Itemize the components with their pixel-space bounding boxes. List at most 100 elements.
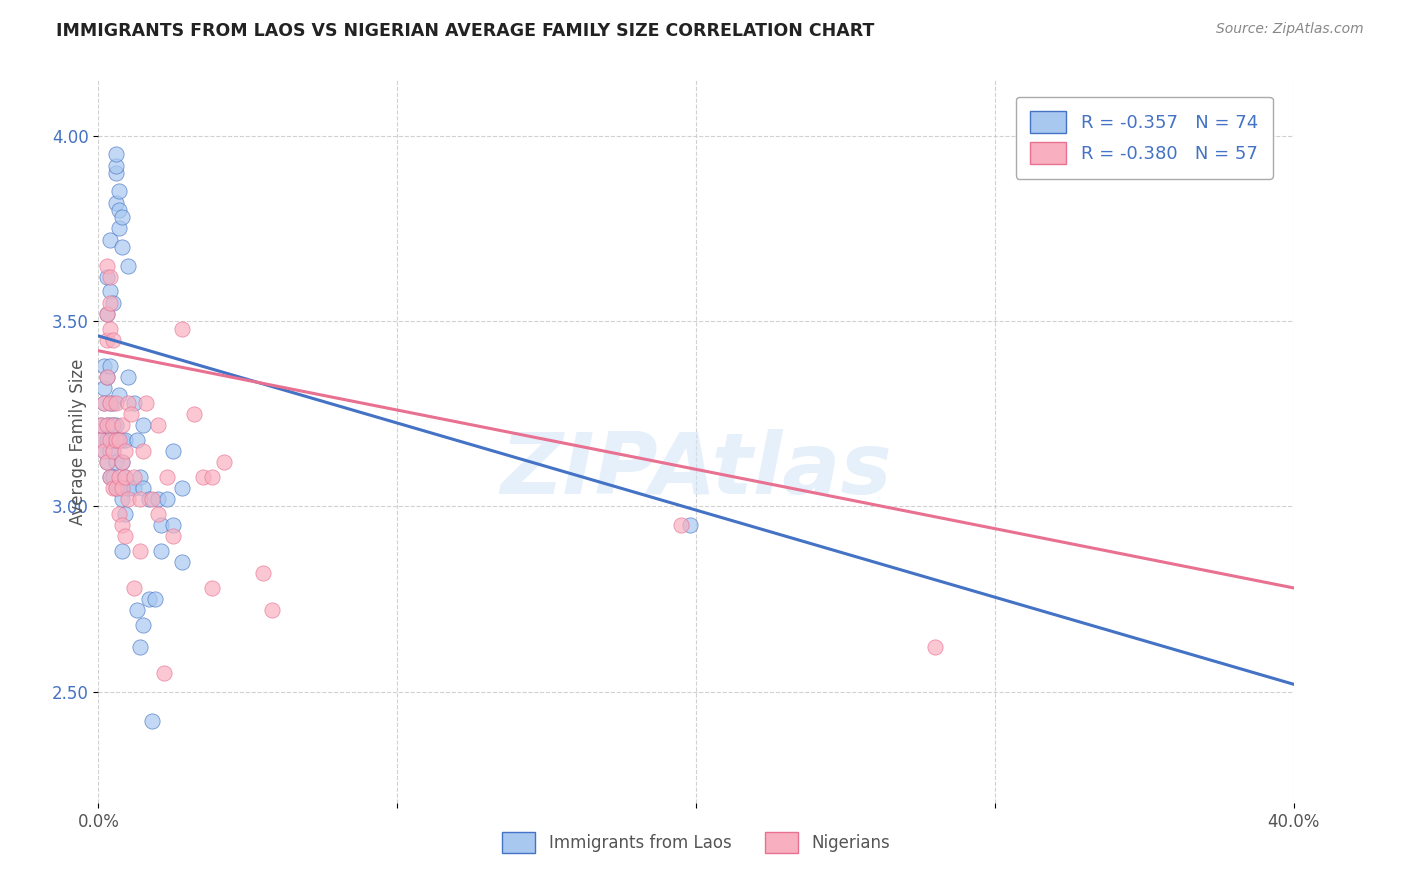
Point	[111, 455, 134, 469]
Point	[129, 640, 152, 655]
Point	[129, 469, 152, 483]
Point	[117, 481, 139, 495]
Point	[96, 307, 118, 321]
Point	[129, 544, 152, 558]
Point	[117, 369, 139, 384]
Point	[108, 507, 131, 521]
Point	[124, 395, 146, 409]
Point	[162, 443, 184, 458]
Point	[103, 443, 125, 458]
Point	[172, 321, 194, 335]
Point	[98, 395, 122, 409]
Point	[172, 555, 194, 569]
Point	[138, 491, 160, 506]
Point	[103, 295, 125, 310]
Point	[96, 369, 118, 384]
Point	[124, 469, 146, 483]
Point	[260, 603, 283, 617]
Point	[150, 544, 173, 558]
Point	[90, 433, 112, 447]
Point	[124, 581, 146, 595]
Point	[201, 581, 224, 595]
Point	[138, 592, 160, 607]
Point	[669, 517, 692, 532]
Point	[105, 481, 128, 495]
Point	[105, 395, 128, 409]
Point	[105, 147, 128, 161]
Text: IMMIGRANTS FROM LAOS VS NIGERIAN AVERAGE FAMILY SIZE CORRELATION CHART: IMMIGRANTS FROM LAOS VS NIGERIAN AVERAGE…	[56, 22, 875, 40]
Point	[114, 433, 136, 447]
Point	[150, 517, 173, 532]
Point	[148, 417, 170, 432]
Point	[105, 433, 128, 447]
Y-axis label: Average Family Size: Average Family Size	[69, 359, 87, 524]
Point	[191, 469, 214, 483]
Point	[132, 481, 155, 495]
Point	[90, 417, 112, 432]
Point	[105, 159, 128, 173]
Point	[93, 381, 115, 395]
Point	[105, 195, 128, 210]
Point	[96, 369, 118, 384]
Point	[105, 166, 128, 180]
Point	[96, 269, 118, 284]
Point	[108, 433, 131, 447]
Point	[212, 455, 235, 469]
Point	[111, 491, 134, 506]
Point	[108, 388, 131, 402]
Point	[108, 221, 131, 235]
Point	[111, 544, 134, 558]
Point	[108, 202, 131, 217]
Point	[172, 481, 194, 495]
Point	[96, 417, 118, 432]
Point	[114, 443, 136, 458]
Point	[117, 491, 139, 506]
Point	[105, 417, 128, 432]
Point	[108, 481, 131, 495]
Point	[111, 211, 134, 225]
Point	[114, 469, 136, 483]
Point	[90, 417, 112, 432]
Point	[108, 433, 131, 447]
Point	[108, 469, 131, 483]
Point	[98, 433, 122, 447]
Point	[96, 433, 118, 447]
Point	[124, 481, 146, 495]
Point	[252, 566, 274, 580]
Point	[141, 714, 163, 729]
Point	[96, 455, 118, 469]
Point	[103, 481, 125, 495]
Point	[103, 443, 125, 458]
Point	[103, 417, 125, 432]
Point	[117, 395, 139, 409]
Point	[114, 469, 136, 483]
Point	[162, 529, 184, 543]
Point	[156, 491, 179, 506]
Point	[103, 469, 125, 483]
Point	[103, 395, 125, 409]
Point	[132, 417, 155, 432]
Point	[129, 491, 152, 506]
Point	[96, 307, 118, 321]
Point	[98, 443, 122, 458]
Point	[111, 240, 134, 254]
Point	[127, 433, 149, 447]
Point	[120, 407, 142, 421]
Point	[98, 321, 122, 335]
Legend: Immigrants from Laos, Nigerians: Immigrants from Laos, Nigerians	[495, 826, 897, 860]
Point	[96, 259, 118, 273]
Point	[98, 395, 122, 409]
Point	[98, 233, 122, 247]
Point	[132, 443, 155, 458]
Point	[98, 295, 122, 310]
Point	[141, 491, 163, 506]
Point	[156, 469, 179, 483]
Point	[183, 407, 205, 421]
Point	[93, 443, 115, 458]
Point	[105, 433, 128, 447]
Point	[135, 395, 157, 409]
Point	[103, 333, 125, 347]
Point	[201, 469, 224, 483]
Point	[108, 185, 131, 199]
Point	[143, 592, 166, 607]
